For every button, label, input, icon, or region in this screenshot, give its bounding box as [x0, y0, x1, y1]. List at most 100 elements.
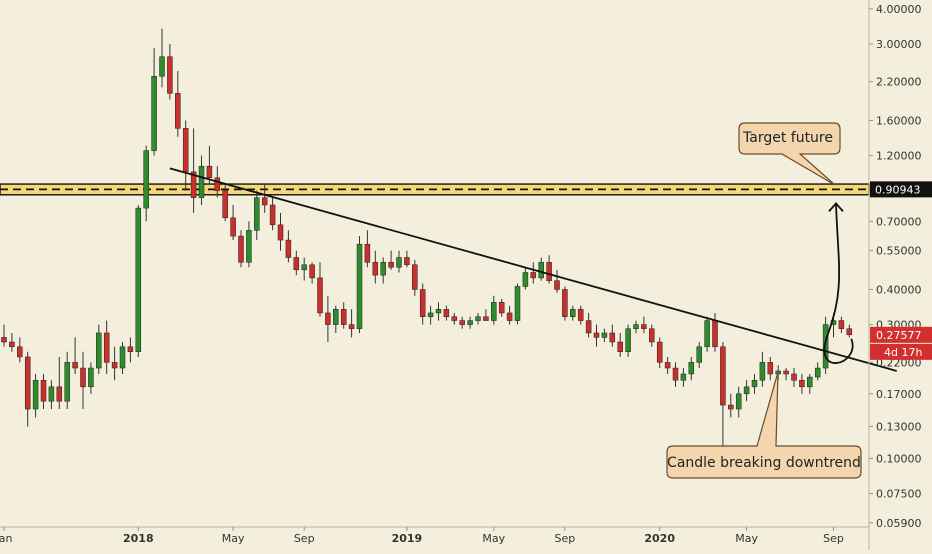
candle-body — [767, 362, 774, 375]
y-axis-ticks: 4.00000 3.00000 2.20000 1.60000 1.20000 0.700… — [869, 3, 922, 530]
candle-body — [649, 328, 655, 343]
x-tick-label: May — [222, 532, 245, 545]
candle-body — [475, 316, 481, 321]
resistance-zone-layer — [0, 183, 870, 196]
candle-body — [807, 376, 813, 388]
current-price-label: 0.27577 4d 17h — [870, 326, 932, 360]
x-tick-label: 2020 — [644, 532, 675, 545]
target-callout-bubble — [738, 122, 841, 186]
candle-body — [799, 379, 805, 388]
candle-body — [277, 224, 284, 241]
candle-body — [585, 320, 592, 334]
candle-body — [88, 367, 94, 388]
candle-body — [80, 367, 86, 388]
candle-body — [159, 56, 165, 77]
breakout-callout-bubble — [666, 371, 862, 479]
candle-body — [704, 320, 710, 348]
candle-body — [554, 280, 560, 290]
x-tick-label: Jan — [0, 532, 13, 545]
y-tick-label: 4.00000 — [876, 3, 922, 16]
candle-body — [143, 150, 149, 209]
candle-body — [577, 309, 584, 321]
target-callout: Target future — [738, 122, 841, 186]
candle-body — [633, 324, 639, 329]
x-tick-label: Sep — [294, 532, 315, 545]
y-tick-label: 1.20000 — [876, 150, 922, 163]
candle-body — [570, 309, 576, 317]
y-tick-label: 3.00000 — [876, 38, 922, 51]
candle-body — [17, 346, 23, 358]
candle-body — [562, 289, 568, 317]
y-tick-label: 0.17000 — [876, 388, 922, 401]
candle-body — [56, 386, 63, 402]
level-price-label: 0.90943 — [870, 181, 932, 198]
target-callout-text: Target future — [742, 130, 833, 146]
candle-body — [372, 262, 379, 276]
y-tick-label: 0.70000 — [876, 215, 922, 228]
candle-body — [641, 324, 647, 329]
candle-body — [64, 362, 70, 402]
candle-body — [688, 362, 695, 375]
candle-body — [759, 362, 766, 381]
projection-arrow — [823, 203, 854, 364]
current-price-background — [870, 326, 932, 343]
candle-body — [32, 379, 39, 410]
candle-body — [514, 286, 521, 321]
candle-body — [791, 373, 797, 381]
level-label-background — [870, 181, 932, 198]
candle-body — [467, 320, 473, 325]
candle-body — [246, 230, 252, 263]
y-tick-label: 2.20000 — [876, 76, 922, 89]
candle-body — [356, 243, 363, 329]
candle-body — [483, 316, 489, 321]
candle-body — [364, 243, 371, 263]
candle-body — [269, 204, 276, 226]
candle-body — [111, 362, 118, 369]
candle-body — [72, 362, 78, 369]
candle-body — [522, 272, 529, 287]
candle-body — [325, 312, 331, 325]
candle-body — [491, 302, 497, 321]
candle-body — [151, 76, 157, 151]
candle-body — [309, 264, 315, 279]
countdown-background — [870, 343, 932, 360]
candle-body — [238, 235, 244, 263]
candle-body — [506, 312, 513, 321]
candle-body — [190, 171, 197, 198]
y-tick-label: 0.55000 — [876, 245, 922, 258]
candle-body — [728, 404, 734, 410]
candle-body — [435, 309, 442, 314]
candle-body — [498, 302, 505, 314]
y-tick-label: 0.07500 — [876, 488, 922, 501]
candle-body — [838, 320, 845, 329]
candle-body — [119, 346, 126, 369]
drawings-layer — [169, 167, 897, 372]
breakout-callout: Candle breaking downtrend — [666, 371, 862, 479]
x-tick-label: Sep — [823, 532, 844, 545]
candle-body — [135, 207, 142, 353]
candle-body — [735, 393, 742, 410]
candle-body — [198, 165, 205, 198]
downtrend-line — [169, 167, 897, 372]
candle-body — [167, 56, 173, 94]
y-tick-label: 0.10000 — [876, 452, 922, 465]
level-label-text: 0.90943 — [875, 183, 921, 196]
x-tick-label: May — [735, 532, 758, 545]
candle-body — [814, 367, 821, 378]
candle-body — [48, 386, 55, 402]
candle-body — [293, 257, 300, 271]
candle-body — [214, 177, 221, 191]
candle-body — [412, 264, 418, 290]
candle-body — [24, 356, 31, 410]
candle-body — [348, 324, 355, 329]
candle-body — [656, 341, 663, 363]
candle-body — [664, 362, 671, 369]
candle-body — [720, 346, 726, 406]
candle-body — [680, 373, 687, 381]
x-tick-label: Sep — [555, 532, 576, 545]
candle-body — [712, 320, 718, 348]
candle-body — [96, 332, 102, 369]
